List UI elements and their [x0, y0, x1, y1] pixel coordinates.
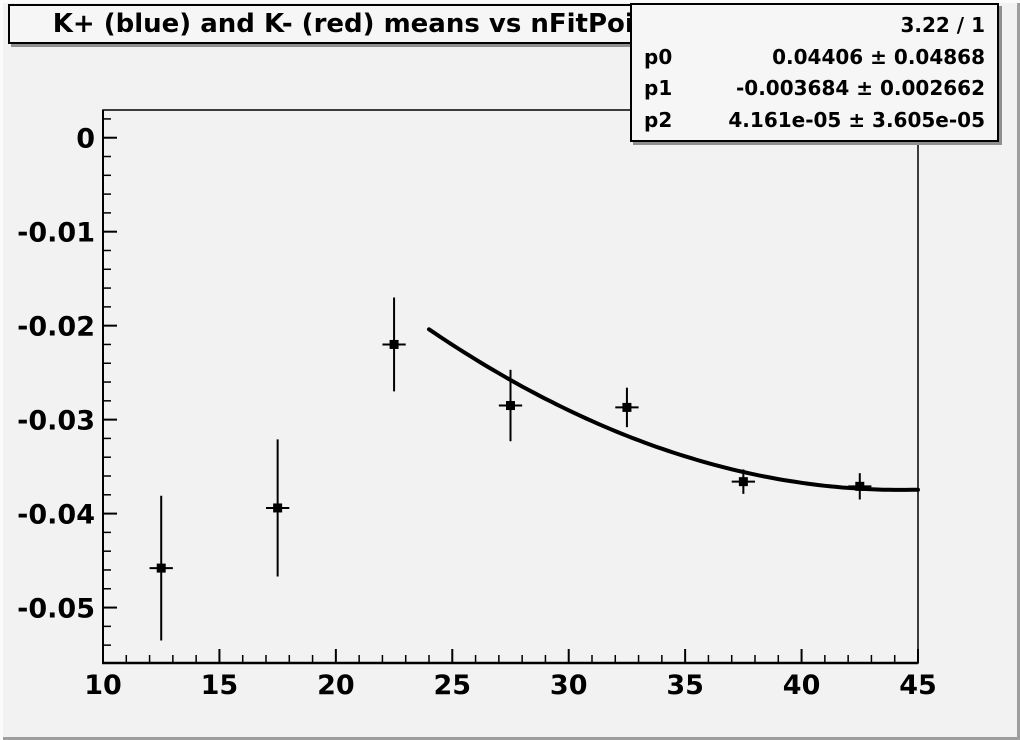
param-name: p0: [644, 44, 673, 69]
square-marker: [273, 503, 283, 513]
x-axis: 10 15 20 25 30 35 40 45: [84, 649, 937, 701]
square-marker: [622, 402, 632, 412]
tick-label: 35: [666, 670, 704, 701]
tick-label: 25: [433, 670, 471, 701]
tick-label: 30: [550, 670, 588, 701]
tick-label: 20: [317, 670, 355, 701]
square-marker: [389, 339, 399, 349]
square-marker: [506, 401, 515, 411]
y-axis: 0 -0.01 -0.02 -0.03 -0.04 -0.05: [17, 118, 117, 646]
data-point: [266, 439, 290, 577]
tick-label: 45: [899, 670, 937, 701]
tick-label: -0.05: [17, 594, 95, 625]
stats-row-chi2: 3.22 / 1: [644, 12, 986, 37]
tick-label: 40: [783, 670, 821, 701]
data-series: [149, 297, 872, 641]
tick-label: -0.01: [17, 218, 95, 249]
square-marker: [855, 481, 865, 491]
param-name: p1: [644, 76, 673, 101]
square-marker: [156, 563, 166, 573]
tick-label: -0.04: [17, 500, 95, 531]
title-box: K+ (blue) and K- (red) means vs nFitPoin…: [8, 4, 725, 44]
tick-label: 0: [76, 124, 95, 155]
data-point: [498, 369, 523, 442]
stats-box: 3.22 / 1 p0 0.04406 ± 0.04868 p1 -0.0036…: [630, 3, 999, 142]
data-point: [615, 387, 639, 428]
fit-curve: [427, 327, 920, 492]
tick-label: -0.03: [17, 406, 95, 437]
data-point: [149, 495, 173, 641]
plot-title: K+ (blue) and K- (red) means vs nFitPoin…: [52, 9, 681, 39]
stats-row-p1: p1 -0.003684 ± 0.002662: [644, 78, 985, 98]
plot-frame: [102, 109, 919, 665]
stats-row-p2: p2 4.161e-05 ± 3.605e-05: [644, 110, 985, 130]
tick-label: -0.02: [17, 312, 95, 343]
stats-row-p0: p0 0.04406 ± 0.04868: [644, 47, 985, 67]
param-name: p2: [644, 108, 673, 133]
data-point: [731, 469, 755, 494]
param-value: 0.04406 ± 0.04868: [772, 44, 985, 69]
chi2-value: 3.22 / 1: [900, 12, 986, 37]
tick-label: 10: [84, 670, 122, 701]
data-point: [382, 297, 406, 392]
data-point: [848, 473, 872, 500]
param-value: 4.161e-05 ± 3.605e-05: [728, 108, 985, 133]
tick-label: 15: [201, 670, 239, 701]
square-marker: [738, 477, 748, 487]
param-value: -0.003684 ± 0.002662: [735, 76, 985, 101]
